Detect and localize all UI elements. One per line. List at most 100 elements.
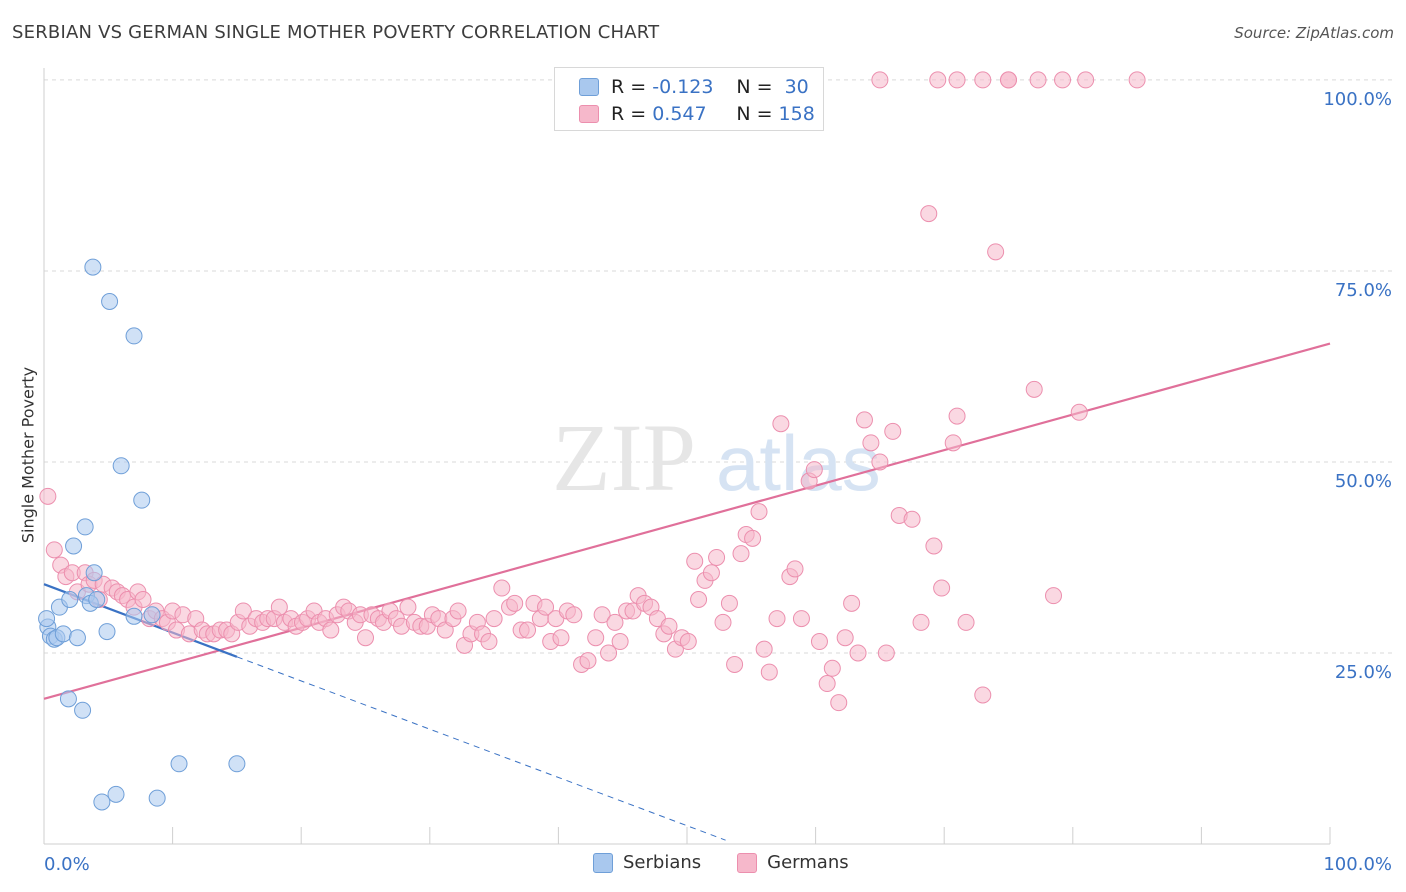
- n-label: N =: [736, 103, 773, 125]
- german-point: [818, 675, 836, 693]
- german-point: [690, 590, 708, 608]
- german-point: [830, 694, 848, 712]
- german-point: [587, 629, 605, 647]
- german-point: [600, 644, 618, 662]
- serbian-point: [38, 610, 56, 628]
- serbian-point: [148, 789, 166, 807]
- chart-title: SERBIAN VS GERMAN SINGLE MOTHER POVERTY …: [12, 22, 660, 43]
- german-point: [1025, 380, 1043, 398]
- serbian-point: [125, 607, 143, 625]
- y-tick-label: 75.0%: [1335, 280, 1392, 301]
- german-point: [744, 529, 762, 547]
- correlation-legend: R = -0.123 N = 30 R = 0.547 N = 158: [554, 67, 824, 131]
- r-label: R =: [611, 103, 647, 125]
- serbian-point: [54, 625, 72, 643]
- serbian-point: [76, 518, 94, 536]
- german-point: [726, 655, 744, 673]
- serbian-point: [98, 623, 116, 641]
- n-value: 158: [778, 103, 815, 125]
- german-point: [1029, 71, 1047, 89]
- german-point: [912, 613, 930, 631]
- german-point: [702, 564, 720, 582]
- german-point: [750, 503, 768, 521]
- german-point: [519, 621, 537, 639]
- german-point: [974, 686, 992, 704]
- axes: [43, 68, 1331, 845]
- serbian-point: [93, 793, 111, 811]
- german-point: [679, 633, 697, 651]
- gridlines: [44, 79, 1392, 654]
- german-point: [322, 621, 340, 639]
- german-point: [357, 629, 374, 647]
- serbian-point: [68, 629, 86, 647]
- watermark-zip: ZIP: [552, 404, 696, 511]
- germans-trend-line: [43, 342, 1331, 700]
- german-point: [855, 411, 873, 429]
- german-point: [903, 510, 921, 528]
- german-point: [1045, 587, 1063, 605]
- german-point: [1070, 403, 1088, 421]
- german-point: [485, 610, 503, 628]
- serbian-point: [74, 701, 92, 719]
- watermark: ZIP atlas: [552, 404, 881, 511]
- german-point: [884, 422, 902, 440]
- series-legend: Serbians Germans: [593, 852, 885, 873]
- x-tick-label: 100.0%: [1323, 854, 1392, 875]
- german-point: [836, 629, 854, 647]
- germans-legend-label: Germans: [767, 852, 849, 873]
- serbian-point: [170, 755, 188, 773]
- german-point: [39, 487, 57, 505]
- serbian-point: [85, 564, 103, 582]
- german-point: [720, 594, 738, 612]
- german-point: [933, 579, 951, 597]
- german-point: [606, 613, 624, 631]
- german-point: [862, 434, 880, 452]
- german-point: [944, 434, 962, 452]
- serbian-point: [101, 293, 119, 311]
- serbian-point: [143, 606, 161, 624]
- serbian-point: [61, 590, 79, 608]
- german-point: [987, 243, 1005, 261]
- german-point: [686, 552, 704, 570]
- watermark-atlas: atlas: [716, 419, 881, 507]
- y-tick-label: 100.0%: [1323, 89, 1392, 110]
- german-point: [920, 205, 938, 223]
- legend-item-germans[interactable]: Germans: [737, 852, 849, 873]
- german-point: [552, 629, 570, 647]
- german-point: [792, 610, 810, 628]
- r-label: R =: [611, 76, 647, 98]
- german-point: [1128, 71, 1146, 89]
- serbian-point: [125, 327, 143, 345]
- germans-legend-swatch: [737, 852, 758, 873]
- german-point: [871, 71, 889, 89]
- german-point: [493, 579, 511, 597]
- german-point: [732, 545, 750, 563]
- serbians-trend-extension: [236, 656, 726, 841]
- serbians-swatch: [579, 78, 599, 96]
- german-point: [760, 663, 778, 681]
- germans-swatch: [579, 105, 599, 123]
- german-point: [877, 644, 895, 662]
- german-point: [786, 560, 804, 578]
- german-point: [565, 606, 583, 624]
- german-point: [948, 407, 966, 425]
- german-point: [537, 598, 555, 616]
- german-point: [449, 602, 467, 620]
- german-point: [506, 594, 524, 612]
- serbian-point: [59, 690, 77, 708]
- serbian-point: [112, 457, 130, 475]
- serbians-legend-label: Serbians: [623, 852, 702, 873]
- german-point: [1000, 71, 1017, 89]
- serbian-point: [65, 537, 83, 555]
- serbian-point: [88, 590, 106, 608]
- german-point: [134, 590, 152, 608]
- german-point: [925, 537, 943, 555]
- german-point: [714, 613, 732, 631]
- german-point: [270, 598, 288, 616]
- x-tick-label: 0.0%: [44, 854, 90, 875]
- tick-labels: 25.0% 50.0% 75.0% 100.0% 0.0% 100.0%: [44, 89, 1392, 875]
- german-point: [974, 71, 992, 89]
- legend-item-serbians[interactable]: Serbians: [593, 852, 701, 873]
- german-point: [810, 633, 828, 651]
- serbian-point: [133, 491, 151, 509]
